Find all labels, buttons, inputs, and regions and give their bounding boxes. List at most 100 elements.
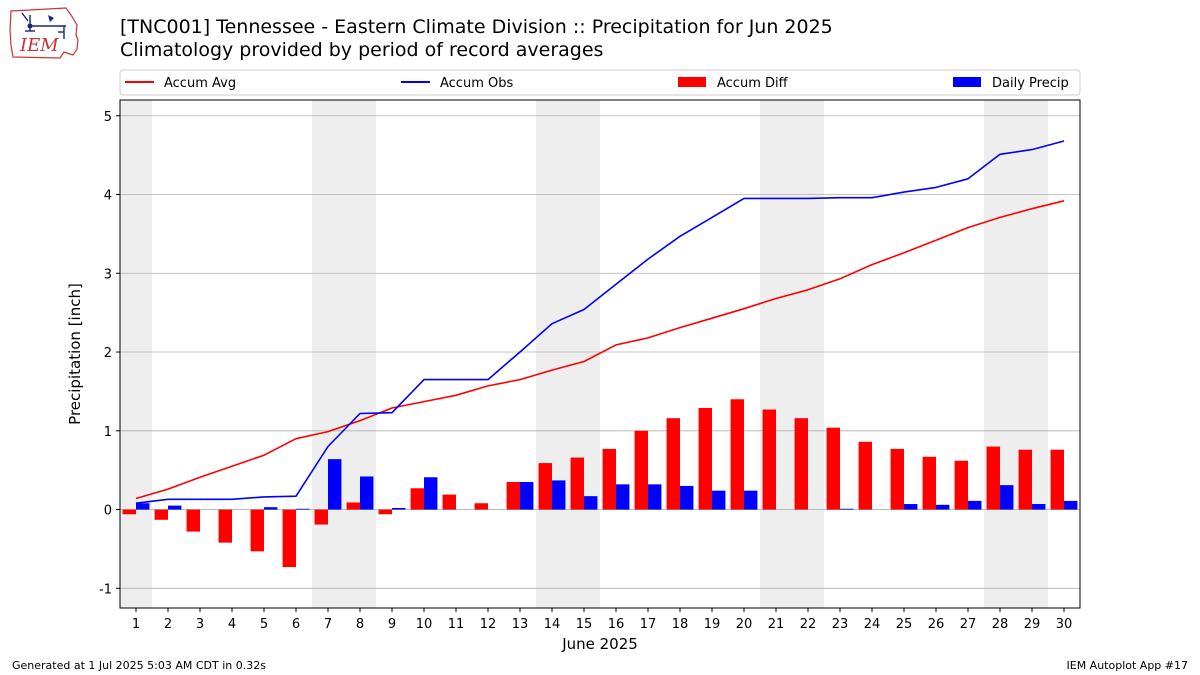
accum-diff-bar [826,427,840,510]
accum-diff-bar [890,448,904,510]
accum-diff-bar [186,509,200,532]
iem-logo: IEM [9,7,79,59]
accum-diff-bar [762,409,776,510]
daily-precip-bar [264,507,278,510]
weekend-shade-7 [312,100,344,608]
x-tick-label: 22 [800,617,817,632]
x-tick-label: 8 [356,617,364,632]
x-tick-label: 27 [960,617,977,632]
x-tick-label: 30 [1056,617,1073,632]
accum-diff-bar [858,441,872,510]
accum-diff-bar [602,448,616,510]
accum-avg-line [135,200,1065,500]
x-tick-label: 7 [324,617,332,632]
daily-precip-bar [520,481,534,510]
x-tick-label: 11 [448,617,465,632]
plot-frame [119,99,1081,609]
x-tick-label: 4 [228,617,236,632]
x-tick-label: 13 [512,617,529,632]
x-tick-label: 15 [576,617,593,632]
x-tick-label: 28 [992,617,1009,632]
bars-layer [122,399,1078,568]
weekend-shade-14 [536,100,568,608]
accum-diff-bar [506,481,520,510]
daily-precip-bar [360,476,374,510]
x-tick-label: 5 [260,617,268,632]
y-tick-label: 2 [104,346,112,361]
x-tick-label: 19 [704,617,721,632]
daily-precip-bar [1000,485,1014,510]
generated-note: Generated at 1 Jul 2025 5:03 AM CDT in 0… [12,659,266,672]
grid-layer [120,115,1080,589]
y-tick-label: 3 [104,267,112,282]
weekend-shade-28 [984,100,1016,608]
accum-diff-bar [282,509,296,568]
daily-precip-bar [648,484,662,510]
legend-label-daily-precip: Daily Precip [992,76,1069,91]
legend-label-accum-avg: Accum Avg [164,76,236,91]
daily-precip-bar [680,485,694,510]
accum-diff-bar [922,456,936,510]
daily-precip-bar [1032,504,1046,510]
accum-diff-bar [378,509,392,515]
x-tick-label: 25 [896,617,913,632]
accum-diff-bar [410,488,424,510]
x-tick-label: 9 [388,617,396,632]
accum-diff-bar [314,509,328,525]
y-axis-label: Precipitation [inch] [66,283,84,425]
x-tick-label: 17 [640,617,657,632]
weekend-shading-layer [120,100,1048,608]
accum-diff-bar [122,509,136,515]
accum-diff-bar [538,463,552,510]
daily-precip-bar [744,490,758,510]
legend-label-accum-diff: Accum Diff [717,76,789,91]
legend: Accum Avg Accum Obs Accum Diff Daily Precip [119,69,1081,96]
y-tick-label: 1 [104,425,112,440]
lines-layer [135,140,1065,504]
x-tick-label: 3 [196,617,204,632]
accum-diff-bar [986,446,1000,510]
daily-precip-bar [616,484,630,510]
chart-title-block: [TNC001] Tennessee - Eastern Climate Div… [120,16,1100,62]
x-tick-label: 21 [768,617,785,632]
x-tick-label: 23 [832,617,849,632]
accum-diff-bar [1050,449,1064,510]
legend-box [119,69,1081,96]
daily-precip-bar [424,477,438,510]
app-credit: IEM Autoplot App #17 [1066,659,1189,672]
x-tick-label: 1 [132,617,140,632]
y-axis: -1 0 1 2 3 4 5 [99,110,120,597]
x-tick-label: 14 [544,617,561,632]
x-tick-label: 24 [864,617,881,632]
accum-diff-bar [250,509,264,552]
x-tick-label: 20 [736,617,753,632]
accum-diff-bar [794,418,808,510]
accum-diff-bar [474,503,488,510]
accum-diff-bar [1018,449,1032,510]
x-tick-label: 6 [292,617,300,632]
accum-diff-bar [730,399,744,510]
legend-swatch-accum-diff [678,77,706,87]
daily-precip-bar [936,504,950,510]
daily-precip-bar [136,503,150,510]
y-tick-label: -1 [99,582,112,597]
x-tick-label: 18 [672,617,689,632]
chart-subtitle: Climatology provided by period of record… [120,39,604,61]
x-axis-label: June 2025 [561,635,638,653]
x-tick-label: 29 [1024,617,1041,632]
accum-diff-bar [154,509,168,520]
legend-swatch-daily-precip [953,77,981,87]
y-tick-label: 5 [104,110,112,125]
daily-precip-bar [968,500,982,510]
daily-precip-bar [840,508,854,510]
x-tick-label: 10 [416,617,433,632]
y-tick-label: 4 [104,189,112,204]
chart-title: [TNC001] Tennessee - Eastern Climate Div… [120,16,833,38]
daily-precip-bar [392,507,406,510]
x-tick-label: 12 [480,617,497,632]
daily-precip-bar [168,505,182,510]
daily-precip-bar [296,508,310,510]
daily-precip-bar [328,459,342,510]
daily-precip-bar [552,480,566,510]
